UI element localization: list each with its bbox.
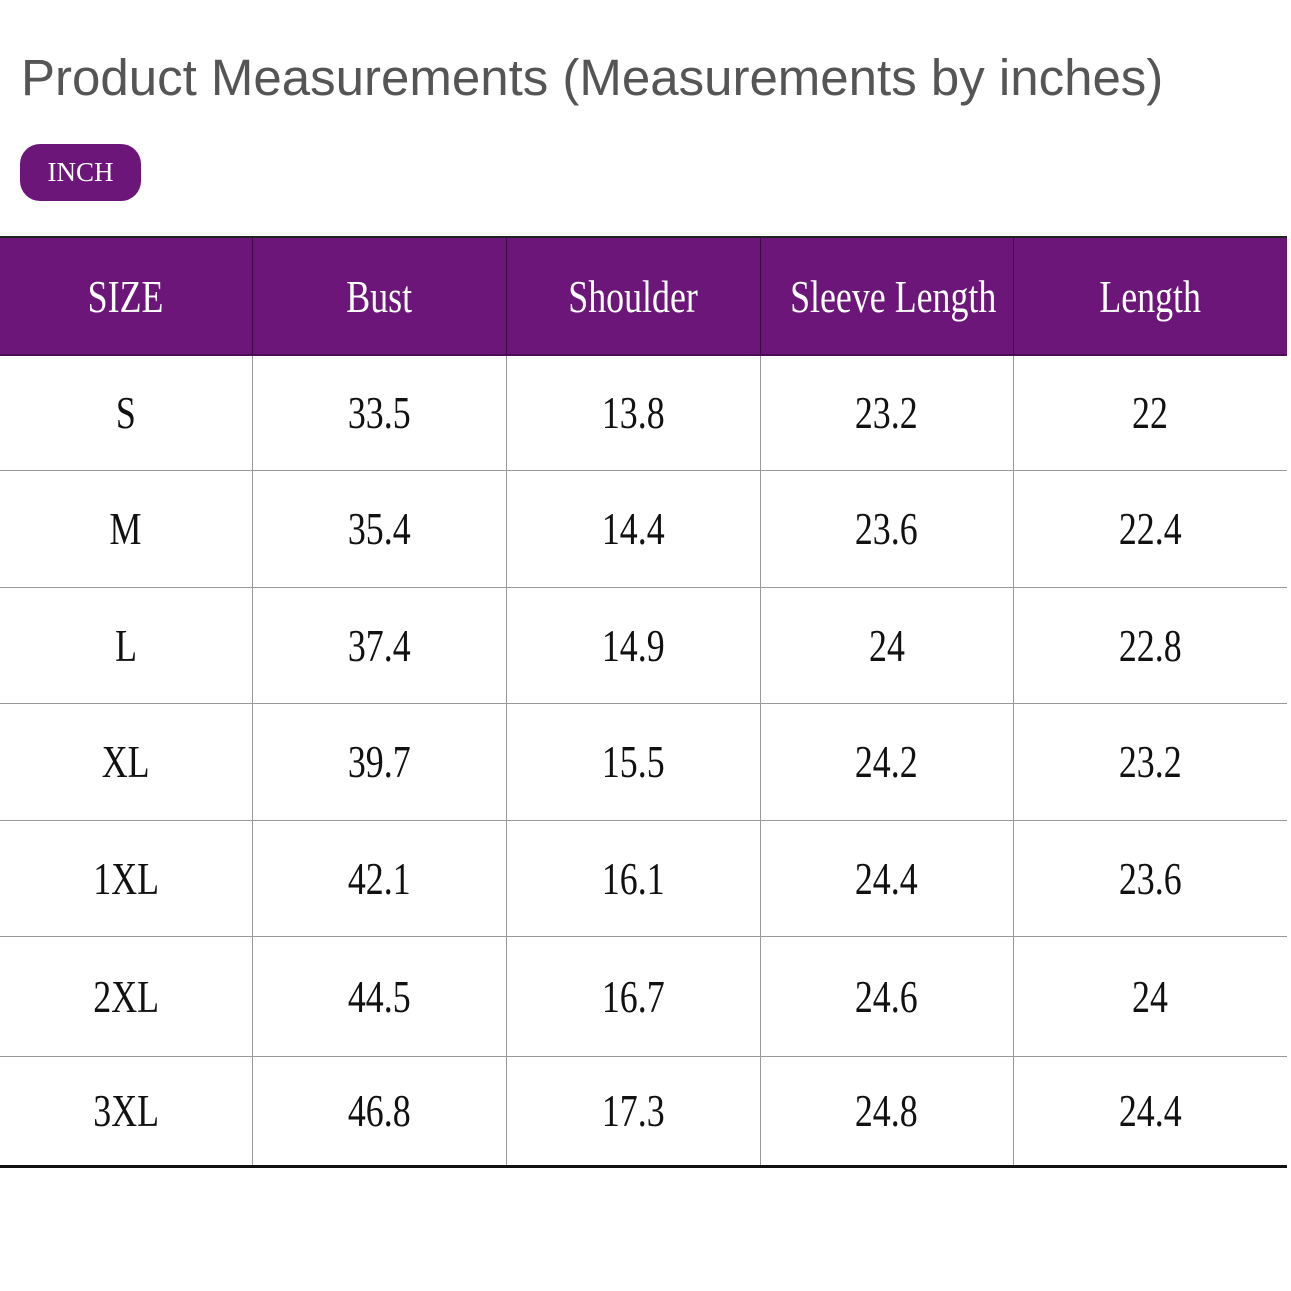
cell-value: 33.5 (347, 387, 411, 439)
column-header-label: Length (1099, 270, 1202, 322)
column-header-label: Shoulder (568, 270, 698, 322)
cell-value: XL (101, 736, 150, 787)
cell-value: 22 (1132, 387, 1169, 439)
column-header: Bust (251, 238, 506, 356)
cell-value: 24.6 (855, 970, 918, 1022)
cell-value: 1XL (92, 852, 159, 904)
cell-value: 42.1 (347, 852, 411, 904)
cell-value: 13.8 (601, 387, 665, 439)
cell-value: 2XL (92, 970, 159, 1022)
table-cell: 17.3 (505, 1056, 760, 1168)
table-cell: 22.4 (1012, 470, 1287, 588)
cell-value: 23.2 (1118, 736, 1182, 787)
table-row: L 37.4 14.9 24 22.8 (0, 587, 1287, 704)
cell-value: 37.4 (347, 619, 411, 671)
table-cell: M (0, 470, 252, 588)
cell-value: 16.7 (601, 970, 665, 1022)
cell-value: 24.2 (855, 736, 918, 787)
table-cell: 15.5 (505, 703, 760, 821)
cell-value: 22.8 (1118, 619, 1182, 671)
column-header-label: SIZE (87, 270, 164, 322)
table-cell: L (0, 587, 252, 704)
cell-value: 16.1 (601, 852, 665, 904)
table-cell: 16.7 (505, 936, 760, 1057)
table-cell: 23.6 (759, 470, 1013, 588)
table-row: XL 39.7 15.5 24.2 23.2 (0, 703, 1287, 821)
table-cell: 13.8 (505, 355, 760, 471)
table-cell: 2XL (0, 936, 252, 1057)
cell-value: M (109, 503, 142, 554)
table-cell: 23.6 (1012, 820, 1287, 937)
table-cell: 23.2 (759, 355, 1013, 471)
page-title: Product Measurements (Measurements by in… (21, 49, 1164, 106)
cell-value: 23.2 (855, 387, 918, 439)
cell-value: 24 (1132, 970, 1169, 1022)
cell-value: 3XL (92, 1085, 159, 1136)
cell-value: 35.4 (347, 503, 411, 554)
table-cell: 33.5 (251, 355, 506, 471)
cell-value: 23.6 (855, 503, 918, 554)
cell-value: 15.5 (601, 736, 665, 787)
column-header: Sleeve Length (759, 238, 1013, 356)
table-cell: XL (0, 703, 252, 821)
unit-badge-inch: INCH (20, 144, 141, 201)
table-cell: 22 (1012, 355, 1287, 471)
table-cell: 14.4 (505, 470, 760, 588)
table-cell: 22.8 (1012, 587, 1287, 704)
table-row: M 35.4 14.4 23.6 22.4 (0, 470, 1287, 588)
table-cell: 35.4 (251, 470, 506, 588)
cell-value: 24.4 (855, 852, 918, 904)
table-cell: 24.8 (759, 1056, 1013, 1168)
table-cell: 46.8 (251, 1056, 506, 1168)
table-cell: 42.1 (251, 820, 506, 937)
table-cell: 23.2 (1012, 703, 1287, 821)
table-row: 2XL 44.5 16.7 24.6 24 (0, 936, 1287, 1057)
cell-value: L (114, 619, 137, 671)
cell-value: 23.6 (1118, 852, 1182, 904)
cell-value: 24 (868, 619, 905, 671)
cell-value: 44.5 (347, 970, 411, 1022)
table-cell: 24.6 (759, 936, 1013, 1057)
table-cell: 24 (759, 587, 1013, 704)
table-cell: 44.5 (251, 936, 506, 1057)
column-header: Shoulder (505, 238, 760, 356)
table-cell: 24.4 (1012, 1056, 1287, 1168)
table-cell: 3XL (0, 1056, 252, 1168)
table-cell: 39.7 (251, 703, 506, 821)
cell-value: 14.4 (601, 503, 665, 554)
table-row: 1XL 42.1 16.1 24.4 23.6 (0, 820, 1287, 937)
table-cell: 24.2 (759, 703, 1013, 821)
cell-value: 24.4 (1118, 1085, 1182, 1136)
cell-value: 22.4 (1118, 503, 1182, 554)
table-cell: 1XL (0, 820, 252, 937)
divider (0, 236, 1287, 238)
column-header: Length (1012, 238, 1287, 356)
cell-value: S (115, 387, 136, 439)
column-header-label: Bust (346, 270, 412, 322)
table-cell: 14.9 (505, 587, 760, 704)
size-chart-table: SIZE Bust Shoulder Sleeve Length Length S 33.… (0, 238, 1287, 1168)
column-header: SIZE (0, 238, 252, 356)
column-header-label: Sleeve Length (789, 270, 996, 322)
cell-value: 39.7 (347, 736, 411, 787)
table-row: S 33.5 13.8 23.2 22 (0, 355, 1287, 471)
table-cell: 37.4 (251, 587, 506, 704)
table-cell: 16.1 (505, 820, 760, 937)
cell-value: 17.3 (601, 1085, 665, 1136)
cell-value: 14.9 (601, 619, 665, 671)
header-row: SIZE Bust Shoulder Sleeve Length Length (0, 238, 1287, 356)
table-row: 3XL 46.8 17.3 24.8 24.4 (0, 1056, 1287, 1168)
table-cell: 24.4 (759, 820, 1013, 937)
table-cell: S (0, 355, 252, 471)
cell-value: 24.8 (855, 1085, 918, 1136)
table-cell: 24 (1012, 936, 1287, 1057)
cell-value: 46.8 (347, 1085, 411, 1136)
